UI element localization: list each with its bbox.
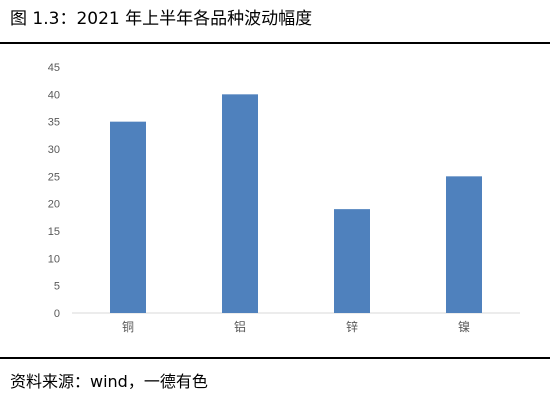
y-tick-label: 35 — [48, 117, 60, 129]
y-tick-label: 40 — [48, 89, 60, 101]
y-tick-label: 45 — [48, 62, 60, 74]
bar-铝 — [222, 94, 258, 313]
top-rule — [0, 42, 550, 44]
bar-镍 — [446, 176, 482, 313]
figure-title: 图 1.3：2021 年上半年各品种波动幅度 — [10, 9, 313, 29]
source-note: 资料来源：wind，一德有色 — [10, 372, 208, 391]
x-tick-label: 镍 — [458, 320, 470, 334]
y-tick-label: 10 — [48, 253, 60, 265]
y-tick-label: 25 — [48, 171, 60, 183]
x-tick-label: 铝 — [234, 319, 246, 334]
y-tick-label: 20 — [48, 199, 60, 211]
bar-锌 — [334, 209, 370, 313]
y-tick-label: 15 — [48, 226, 60, 238]
y-tick-label: 0 — [54, 308, 60, 320]
y-tick-label: 30 — [48, 144, 60, 156]
y-tick-label: 5 — [54, 281, 60, 293]
bar-铜 — [110, 121, 146, 314]
bottom-rule — [0, 357, 550, 359]
x-tick-label: 铜 — [122, 319, 134, 334]
x-tick-label: 锌 — [346, 320, 358, 334]
